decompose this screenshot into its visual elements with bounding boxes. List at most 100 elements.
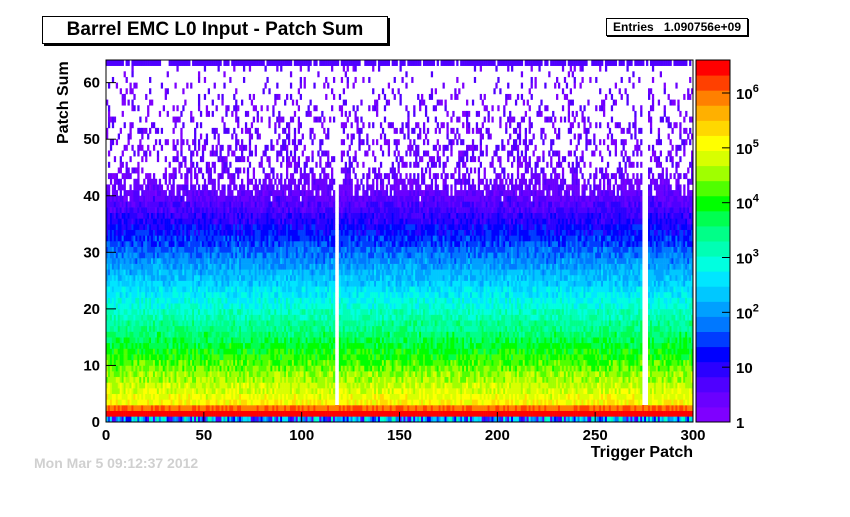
heatmap-cell bbox=[215, 331, 218, 338]
heatmap-cell bbox=[278, 207, 281, 214]
heatmap-cell bbox=[145, 359, 148, 366]
heatmap-cell bbox=[106, 229, 109, 236]
heatmap-cell bbox=[113, 263, 117, 270]
heatmap-cell bbox=[188, 144, 191, 151]
heatmap-cell bbox=[160, 399, 164, 406]
heatmap-cell bbox=[135, 354, 138, 361]
heatmap-cell bbox=[286, 331, 289, 338]
heatmap-cell bbox=[196, 150, 199, 157]
heatmap-cell bbox=[239, 286, 242, 293]
heatmap-cell bbox=[301, 342, 304, 349]
heatmap-cell bbox=[154, 354, 158, 361]
heatmap-cell bbox=[180, 291, 183, 298]
heatmap-cell bbox=[107, 263, 111, 270]
heatmap-cell bbox=[284, 229, 287, 236]
heatmap-cell bbox=[203, 257, 207, 264]
heatmap-cell bbox=[305, 388, 308, 395]
heatmap-cell bbox=[295, 416, 299, 423]
heatmap-cell bbox=[178, 291, 181, 298]
heatmap-cell bbox=[184, 348, 187, 355]
heatmap-cell bbox=[188, 167, 191, 174]
heatmap-cell bbox=[196, 257, 199, 264]
heatmap-cell bbox=[270, 190, 273, 197]
heatmap-cell bbox=[274, 399, 277, 406]
heatmap-cell bbox=[237, 365, 240, 372]
heatmap-cell bbox=[154, 235, 158, 242]
heatmap-cell bbox=[127, 388, 130, 395]
heatmap-cell bbox=[197, 325, 201, 332]
heatmap-cell bbox=[199, 382, 203, 389]
heatmap-cell bbox=[123, 371, 126, 378]
heatmap-cell bbox=[248, 207, 252, 214]
heatmap-cell bbox=[147, 371, 150, 378]
heatmap-cell bbox=[244, 314, 248, 321]
heatmap-cell bbox=[168, 161, 171, 168]
heatmap-cell bbox=[260, 342, 263, 349]
heatmap-cell bbox=[129, 184, 132, 191]
heatmap-cell bbox=[270, 399, 273, 406]
heatmap-cell bbox=[182, 342, 185, 349]
heatmap-cell bbox=[211, 150, 214, 157]
heatmap-cell bbox=[248, 297, 252, 304]
heatmap-cell bbox=[172, 257, 175, 264]
heatmap-cell bbox=[303, 263, 306, 270]
heatmap-cell bbox=[270, 405, 273, 411]
heatmap-cell bbox=[280, 410, 283, 417]
heatmap-cell bbox=[207, 167, 211, 174]
heatmap-cell bbox=[297, 105, 301, 112]
heatmap-cell bbox=[256, 337, 259, 344]
heatmap-cell bbox=[233, 297, 236, 304]
heatmap-cell bbox=[196, 241, 199, 247]
heatmap-cell bbox=[256, 116, 259, 123]
heatmap-cell bbox=[278, 388, 281, 395]
heatmap-cell bbox=[168, 229, 171, 236]
heatmap-cell bbox=[176, 342, 179, 349]
heatmap-cell bbox=[190, 161, 193, 168]
heatmap-cell bbox=[145, 365, 148, 372]
heatmap-cell bbox=[199, 218, 203, 225]
heatmap-cell bbox=[250, 241, 254, 247]
heatmap-cell bbox=[303, 342, 306, 349]
heatmap-cell bbox=[239, 195, 242, 202]
heatmap-cell bbox=[117, 218, 120, 225]
heatmap-cell bbox=[147, 308, 150, 315]
heatmap-cell bbox=[268, 190, 271, 197]
heatmap-cell bbox=[143, 263, 146, 270]
heatmap-cell bbox=[133, 263, 136, 270]
heatmap-cell bbox=[282, 388, 285, 395]
heatmap-cell bbox=[227, 308, 230, 315]
heatmap-cell bbox=[241, 207, 244, 214]
heatmap-cell bbox=[284, 354, 287, 361]
heatmap-cell bbox=[125, 399, 128, 406]
heatmap-cell bbox=[166, 274, 169, 281]
heatmap-cell bbox=[266, 320, 269, 327]
heatmap-cell bbox=[276, 291, 279, 298]
heatmap-cell bbox=[252, 224, 256, 230]
heatmap-cell bbox=[109, 257, 113, 264]
heatmap-cell bbox=[182, 382, 185, 389]
heatmap-cell bbox=[194, 195, 197, 202]
heatmap-cell bbox=[276, 314, 279, 321]
heatmap-cell bbox=[107, 348, 111, 355]
heatmap-cell bbox=[207, 331, 211, 338]
heatmap-cell bbox=[201, 354, 205, 361]
heatmap-cell bbox=[223, 291, 226, 298]
heatmap-cell bbox=[149, 99, 152, 106]
heatmap-cell bbox=[268, 212, 271, 219]
heatmap-cell bbox=[213, 150, 216, 157]
heatmap-cell bbox=[123, 331, 126, 338]
heatmap-cell bbox=[154, 241, 158, 247]
heatmap-cell bbox=[268, 388, 271, 395]
heatmap-cell bbox=[196, 173, 199, 180]
heatmap-cell bbox=[158, 359, 162, 366]
heatmap-cell bbox=[113, 257, 117, 264]
heatmap-cell bbox=[166, 376, 169, 383]
heatmap-cell bbox=[107, 320, 111, 327]
heatmap-cell bbox=[127, 224, 130, 230]
heatmap-cell bbox=[137, 229, 140, 236]
heatmap-cell bbox=[278, 190, 281, 197]
heatmap-cell bbox=[180, 263, 183, 270]
heatmap-cell bbox=[203, 331, 207, 338]
heatmap-cell bbox=[227, 320, 230, 327]
heatmap-cell bbox=[307, 371, 310, 378]
